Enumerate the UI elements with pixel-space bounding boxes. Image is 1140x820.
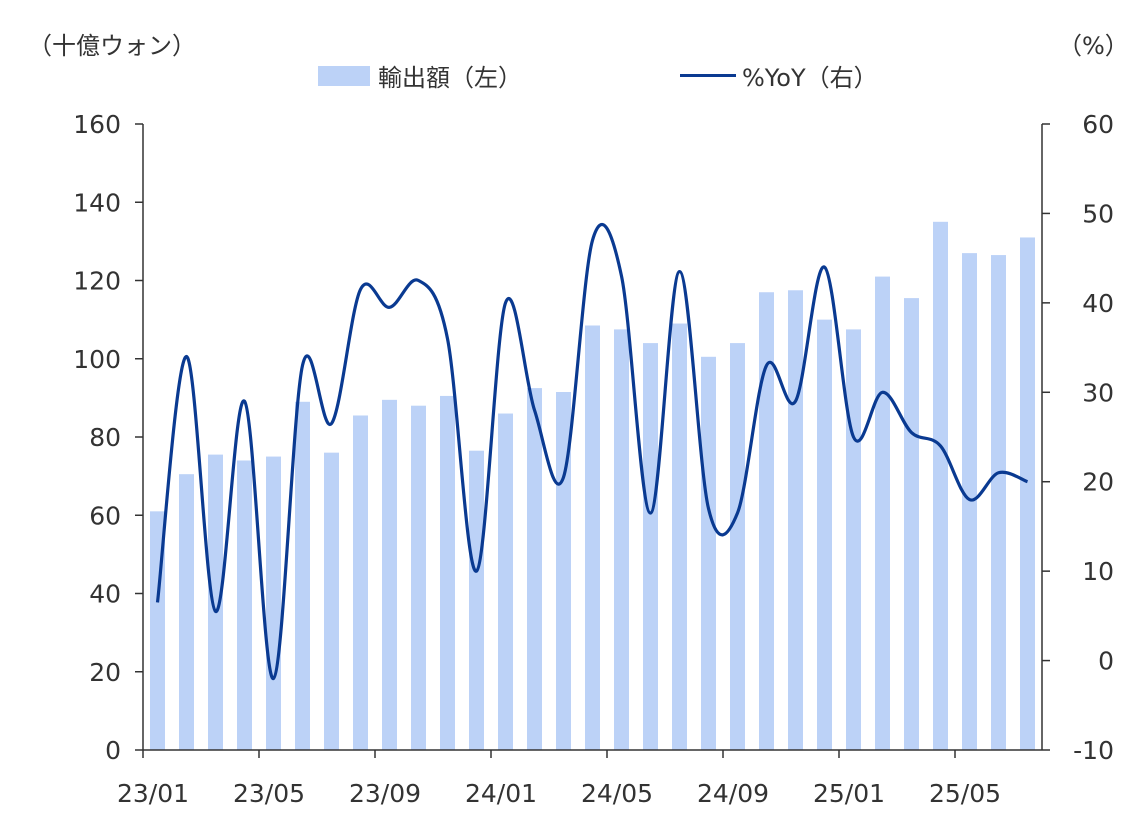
- bar-24-04: [585, 325, 600, 750]
- right-tick-label: 10: [1082, 557, 1114, 586]
- left-tick-label: 60: [89, 501, 121, 530]
- bar-25-03: [904, 298, 919, 750]
- bar-23-05: [266, 456, 281, 750]
- left-tick-label: 120: [73, 267, 121, 296]
- bar-25-01: [846, 329, 861, 750]
- left-tick-label: 160: [73, 110, 121, 139]
- x-tick-label: 25/05: [929, 779, 1001, 808]
- x-tick-label: 23/05: [233, 779, 305, 808]
- right-tick-label: -10: [1073, 736, 1114, 765]
- x-tick-label: 25/01: [813, 779, 885, 808]
- bar-25-05: [962, 253, 977, 751]
- yoy-line: [155, 223, 1029, 681]
- right-tick-label: 20: [1082, 468, 1114, 497]
- bar-23-04: [237, 460, 252, 750]
- bar-24-11: [788, 290, 803, 750]
- bar-23-03: [208, 454, 223, 750]
- bar-25-06: [991, 255, 1006, 750]
- left-tick-label: 80: [89, 423, 121, 452]
- legend-line-swatch: [680, 74, 736, 77]
- x-tick-label: 23/01: [117, 779, 189, 808]
- left-axis-unit: （十億ウォン）: [28, 32, 196, 60]
- bar-25-04: [933, 221, 948, 750]
- legend-item-exports: 輸出額（左）: [318, 58, 522, 93]
- x-tick-label: 24/01: [465, 779, 537, 808]
- bar-23-11: [440, 395, 455, 750]
- right-tick-label: 40: [1082, 289, 1114, 318]
- bar-24-08: [701, 356, 716, 750]
- legend-bar-swatch: [318, 65, 370, 86]
- left-tick-label: 100: [73, 345, 121, 374]
- bar-23-10: [411, 405, 426, 750]
- bar-24-02: [527, 388, 542, 750]
- right-tick-label: 60: [1082, 110, 1114, 139]
- right-tick-label: 30: [1082, 378, 1114, 407]
- left-tick-label: 0: [105, 736, 121, 765]
- bar-25-07: [1020, 237, 1035, 750]
- bar-24-01: [498, 413, 513, 750]
- bar-24-07: [672, 323, 687, 750]
- bar-23-06: [295, 401, 310, 750]
- bar-23-07: [324, 452, 339, 750]
- bar-24-10: [759, 292, 774, 750]
- bar-23-08: [353, 415, 368, 750]
- bars-layer: [150, 221, 1035, 751]
- left-tick-label: 20: [89, 658, 121, 687]
- bar-23-12: [469, 450, 484, 750]
- right-tick-label: 0: [1098, 647, 1114, 676]
- x-tick-label: 24/05: [581, 779, 653, 808]
- legend-line-label: %YoY（右）: [742, 64, 878, 92]
- left-tick-label: 40: [89, 580, 121, 609]
- x-tick-label: 24/09: [697, 779, 769, 808]
- left-tick-label: 140: [73, 188, 121, 217]
- legend-item-yoy: %YoY（右）: [680, 58, 878, 93]
- bar-24-12: [817, 319, 832, 750]
- bar-24-06: [643, 343, 658, 750]
- bar-24-03: [556, 392, 571, 750]
- legend-bar-label: 輸出額（左）: [378, 64, 522, 92]
- bar-23-02: [179, 474, 194, 750]
- line-layer: [155, 223, 1029, 681]
- bar-24-09: [730, 343, 745, 750]
- right-axis-unit: （%）: [1058, 32, 1129, 60]
- bar-24-05: [614, 329, 629, 750]
- bar-23-09: [382, 399, 397, 750]
- bar-25-02: [875, 276, 890, 750]
- x-tick-label: 23/09: [349, 779, 421, 808]
- axes-layer: 0 20 40 60 80 100 120 140 160 -10 0 10 20 30 40 50 60 23/…: [73, 110, 1114, 808]
- right-tick-label: 50: [1082, 199, 1114, 228]
